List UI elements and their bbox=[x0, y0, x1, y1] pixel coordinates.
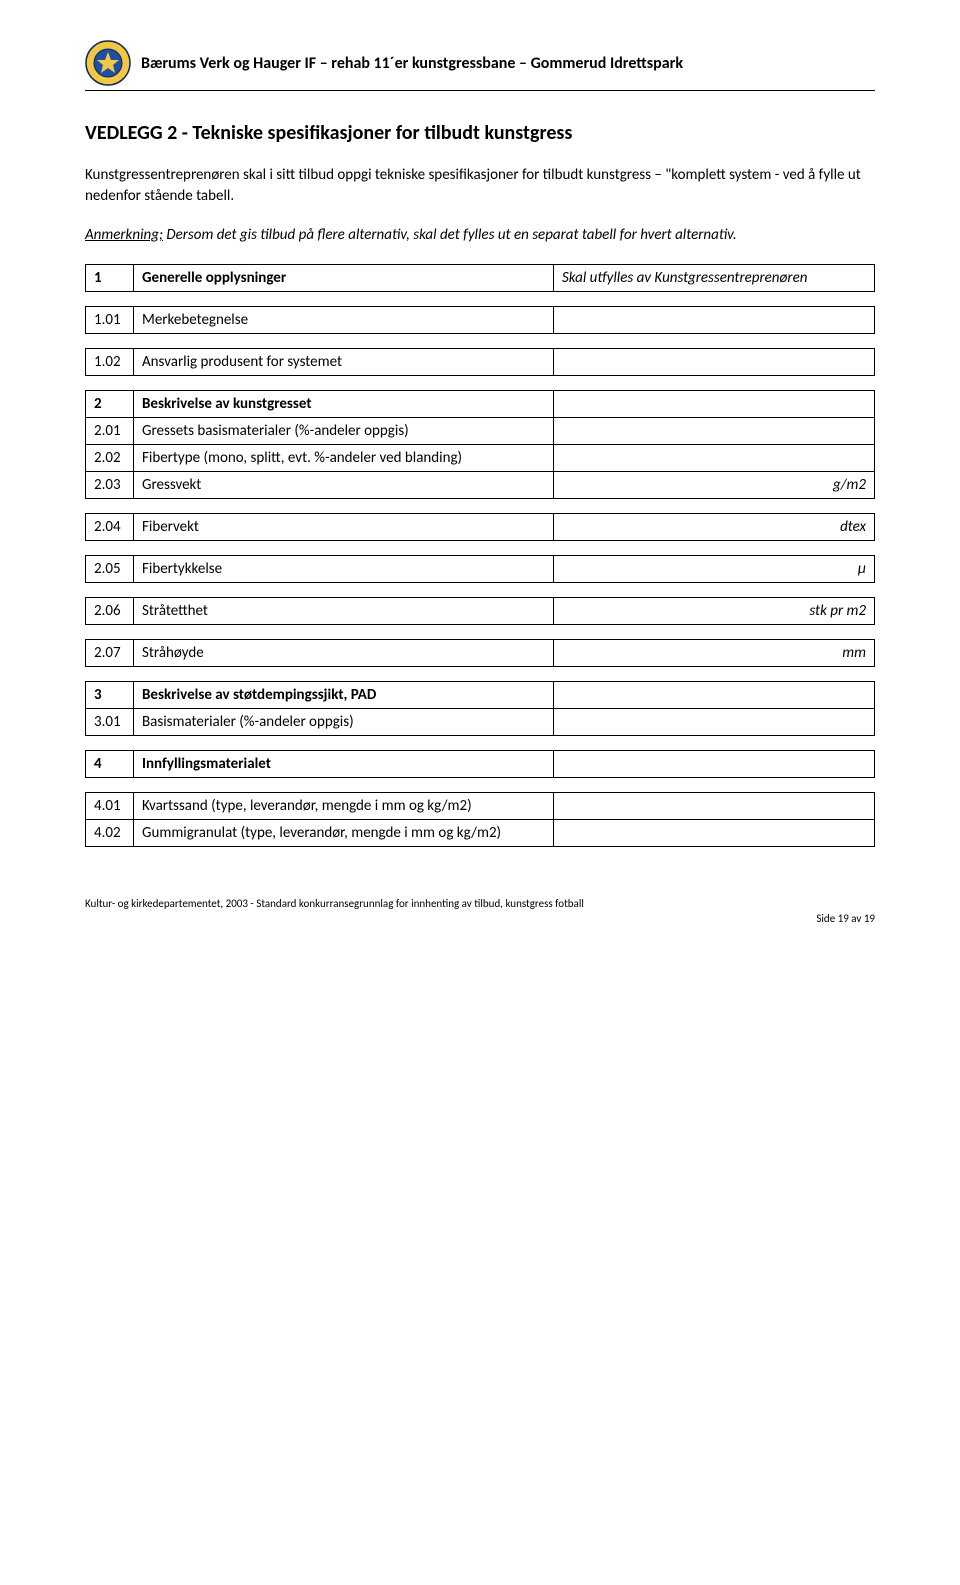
cell-title: Beskrivelse av støtdempingssjikt, PAD bbox=[134, 682, 554, 709]
cell-desc: Fibertype (mono, splitt, evt. %-andeler … bbox=[134, 445, 554, 472]
table-s4-header: 4 Innfyllingsmaterialet bbox=[85, 750, 875, 778]
cell-desc: Stråtetthet bbox=[134, 598, 554, 625]
table-s3: 3 Beskrivelse av støtdempingssjikt, PAD … bbox=[85, 681, 875, 736]
cell-desc: Basismaterialer (%-andeler oppgis) bbox=[134, 709, 554, 736]
cell-desc: Merkebetegnelse bbox=[134, 307, 554, 334]
cell-num: 1 bbox=[86, 265, 134, 292]
cell-num: 2 bbox=[86, 391, 134, 418]
cell-title: Innfyllingsmaterialet bbox=[134, 751, 554, 778]
cell-val: Skal utfylles av Kunstgressentreprenøren bbox=[554, 265, 875, 292]
cell-desc: Ansvarlig produsent for systemet bbox=[134, 349, 554, 376]
note-paragraph: Anmerkning; Dersom det gis tilbud på fle… bbox=[85, 225, 875, 246]
table-row-2-05: 2.05 Fibertykkelse µ bbox=[85, 555, 875, 583]
cell-title: Generelle opplysninger bbox=[134, 265, 554, 292]
cell-num: 2.01 bbox=[86, 418, 134, 445]
table-row-1-01: 1.01 Merkebetegnelse bbox=[85, 306, 875, 334]
cell-desc: Gummigranulat (type, leverandør, mengde … bbox=[134, 820, 554, 847]
footer-line: Kultur- og kirkedepartementet, 2003 - St… bbox=[85, 897, 875, 910]
cell-num: 4.02 bbox=[86, 820, 134, 847]
cell-desc: Fibervekt bbox=[134, 514, 554, 541]
cell-num: 2.05 bbox=[86, 556, 134, 583]
cell-val[interactable] bbox=[554, 820, 875, 847]
cell-val[interactable] bbox=[554, 349, 875, 376]
cell-val[interactable] bbox=[554, 418, 875, 445]
cell-num: 2.06 bbox=[86, 598, 134, 625]
intro-paragraph: Kunstgressentreprenøren skal i sitt tilb… bbox=[85, 165, 875, 207]
cell-val[interactable] bbox=[554, 793, 875, 820]
cell-val[interactable] bbox=[554, 307, 875, 334]
table-s1-header: 1 Generelle opplysninger Skal utfylles a… bbox=[85, 264, 875, 292]
cell-unit: mm bbox=[554, 640, 875, 667]
club-logo bbox=[85, 40, 131, 86]
cell-desc: Fibertykkelse bbox=[134, 556, 554, 583]
cell-num: 4 bbox=[86, 751, 134, 778]
cell-title: Beskrivelse av kunstgresset bbox=[134, 391, 554, 418]
cell-unit: stk pr m2 bbox=[554, 598, 875, 625]
cell-val bbox=[554, 751, 875, 778]
table-s4-rows: 4.01 Kvartssand (type, leverandør, mengd… bbox=[85, 792, 875, 847]
note-label: Anmerkning; bbox=[85, 226, 163, 244]
cell-unit: dtex bbox=[554, 514, 875, 541]
cell-num: 3.01 bbox=[86, 709, 134, 736]
cell-val[interactable] bbox=[554, 445, 875, 472]
footer-page: Side 19 av 19 bbox=[85, 912, 875, 925]
cell-val bbox=[554, 391, 875, 418]
header-title: Bærums Verk og Hauger IF – rehab 11´er k… bbox=[141, 54, 683, 73]
cell-num: 3 bbox=[86, 682, 134, 709]
cell-desc: Gressvekt bbox=[134, 472, 554, 499]
cell-num: 2.02 bbox=[86, 445, 134, 472]
note-text: Dersom det gis tilbud på flere alternati… bbox=[163, 226, 737, 244]
table-row-2-06: 2.06 Stråtetthet stk pr m2 bbox=[85, 597, 875, 625]
cell-unit: g/m2 bbox=[554, 472, 875, 499]
cell-num: 1.01 bbox=[86, 307, 134, 334]
table-row-2-04: 2.04 Fibervekt dtex bbox=[85, 513, 875, 541]
cell-num: 2.03 bbox=[86, 472, 134, 499]
main-heading: VEDLEGG 2 - Tekniske spesifikasjoner for… bbox=[85, 121, 875, 145]
cell-num: 4.01 bbox=[86, 793, 134, 820]
cell-num: 2.04 bbox=[86, 514, 134, 541]
table-s2-block1: 2 Beskrivelse av kunstgresset 2.01 Gress… bbox=[85, 390, 875, 499]
cell-val bbox=[554, 682, 875, 709]
table-row-2-07: 2.07 Stråhøyde mm bbox=[85, 639, 875, 667]
cell-unit: µ bbox=[554, 556, 875, 583]
cell-desc: Stråhøyde bbox=[134, 640, 554, 667]
cell-desc: Kvartssand (type, leverandør, mengde i m… bbox=[134, 793, 554, 820]
cell-val[interactable] bbox=[554, 709, 875, 736]
table-row-1-02: 1.02 Ansvarlig produsent for systemet bbox=[85, 348, 875, 376]
cell-num: 1.02 bbox=[86, 349, 134, 376]
cell-desc: Gressets basismaterialer (%-andeler oppg… bbox=[134, 418, 554, 445]
page-header: Bærums Verk og Hauger IF – rehab 11´er k… bbox=[85, 40, 875, 91]
cell-num: 2.07 bbox=[86, 640, 134, 667]
